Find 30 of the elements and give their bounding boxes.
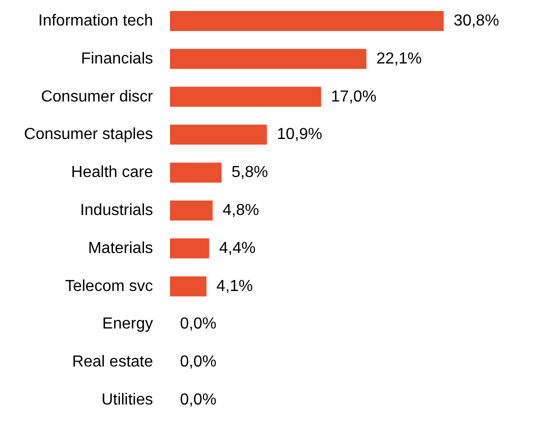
bar	[170, 162, 222, 183]
y-tick-label: Consumer discr	[40, 88, 154, 106]
y-tick-label: Health care	[71, 164, 154, 182]
bar	[170, 10, 444, 31]
data-label: 0,0%	[180, 316, 216, 333]
bar	[170, 276, 206, 296]
y-tick-label: Financials	[80, 50, 153, 68]
y-tick-label: Real estate	[72, 354, 154, 371]
bar	[170, 200, 213, 220]
bar	[170, 86, 322, 107]
data-label: 22,1%	[376, 50, 422, 68]
data-label: 30,8%	[454, 12, 500, 30]
y-tick-label: Industrials	[80, 202, 153, 219]
y-tick-label: Information tech	[38, 12, 153, 30]
bar	[170, 124, 267, 145]
y-tick-label: Telecom svc	[64, 278, 153, 295]
data-label: 4,8%	[222, 202, 260, 219]
y-tick-label: Materials	[88, 240, 153, 257]
bar	[170, 48, 366, 69]
data-label: 0,0%	[180, 354, 216, 371]
data-label: 5,8%	[232, 164, 268, 182]
y-tick-label: Consumer staples	[24, 126, 153, 144]
bar	[170, 238, 210, 258]
data-label: 4,4%	[219, 240, 256, 257]
y-tick-label: Energy	[102, 316, 153, 333]
y-tick-label: Utilities	[101, 392, 153, 409]
data-label: 0,0%	[180, 392, 216, 409]
data-label: 17,0%	[331, 88, 376, 106]
data-label: 4,1%	[216, 278, 253, 295]
data-label: 10,9%	[276, 126, 322, 144]
